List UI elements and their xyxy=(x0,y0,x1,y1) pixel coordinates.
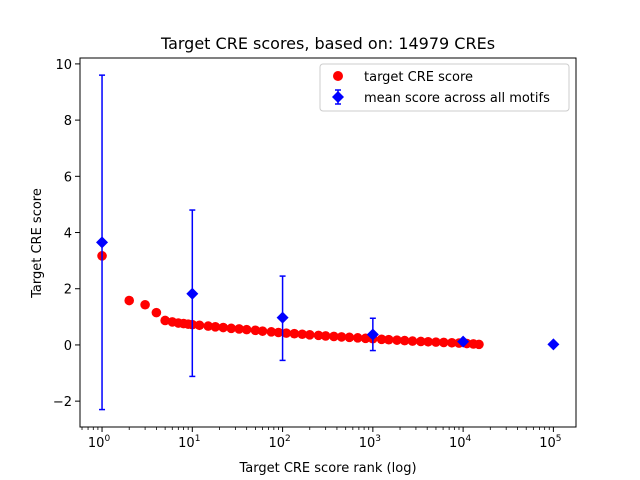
target-score-point xyxy=(344,332,355,343)
target-score-point xyxy=(416,336,426,347)
legend-label-mean: mean score across all motifs xyxy=(364,91,550,106)
y-axis-label: Target CRE score xyxy=(30,188,45,299)
target-score-point xyxy=(257,326,268,336)
target-score-point xyxy=(203,321,214,331)
x-tick-label: 105 xyxy=(539,434,561,451)
x-axis-label: Target CRE score rank (log) xyxy=(238,461,416,476)
mean-score-point xyxy=(96,236,109,249)
target-score-point xyxy=(250,325,261,336)
target-score-point xyxy=(273,327,284,338)
mean-score-point xyxy=(457,335,470,348)
plot-area xyxy=(96,74,560,411)
x-tick-label: 101 xyxy=(178,434,200,451)
target-score-point xyxy=(392,335,402,345)
target-score-point xyxy=(160,315,170,326)
x-tick-label: 104 xyxy=(449,434,472,451)
y-tick-label: 2 xyxy=(64,283,72,298)
mean-score-point xyxy=(547,338,560,351)
target-score-point xyxy=(234,324,244,334)
mean-score-point xyxy=(366,328,379,341)
target-score-point xyxy=(360,333,371,344)
target-score-point xyxy=(474,339,484,350)
mean-score-point xyxy=(186,287,199,300)
target-score-point xyxy=(336,332,347,342)
x-tick-label: 103 xyxy=(359,434,381,451)
y-tick-label: −2 xyxy=(53,395,72,410)
x-axis: 100 101 102 103 104 105 xyxy=(81,427,562,451)
target-score-point xyxy=(210,322,221,332)
target-score-point xyxy=(407,336,418,346)
target-score-point xyxy=(304,330,315,340)
target-score-point xyxy=(281,328,292,338)
legend-label-target: target CRE score xyxy=(364,70,473,85)
target-score-point xyxy=(329,331,339,342)
x-tick-label: 100 xyxy=(88,434,111,451)
target-score-point xyxy=(438,337,449,348)
y-tick-label: 8 xyxy=(64,114,72,129)
y-tick-label: 4 xyxy=(64,227,72,242)
target-score-point xyxy=(140,299,150,310)
target-score-point xyxy=(194,320,205,331)
target-score-point xyxy=(399,335,410,346)
y-tick-label: 10 xyxy=(55,58,72,73)
y-tick-label: 0 xyxy=(64,339,72,354)
target-score-point xyxy=(352,333,363,343)
target-score-point xyxy=(313,330,324,341)
target-score-point xyxy=(151,307,162,318)
chart-title: Target CRE scores, based on: 14979 CREs xyxy=(160,34,495,53)
legend-box xyxy=(319,63,570,112)
legend-marker-diamond xyxy=(332,89,344,105)
axes-frame xyxy=(79,57,577,428)
target-score-point xyxy=(266,327,277,337)
target-score-point xyxy=(297,329,308,340)
target-score-point xyxy=(320,331,331,341)
target-score-point xyxy=(447,337,457,348)
x-tick-label: 102 xyxy=(268,434,290,451)
target-score-point xyxy=(124,295,135,306)
target-score-point xyxy=(218,322,229,333)
y-tick-label: 6 xyxy=(64,170,72,185)
target-score-point xyxy=(226,323,237,334)
target-score-point xyxy=(383,334,394,345)
legend-marker-circle xyxy=(333,71,343,81)
y-axis: −2 0 2 4 6 8 10 xyxy=(53,58,80,410)
target-score-point xyxy=(241,324,252,335)
target-score-point xyxy=(423,336,433,347)
legend: target CRE score mean score across all m… xyxy=(319,63,570,112)
target-score-point xyxy=(376,334,387,345)
target-score-point xyxy=(289,328,300,339)
mean-score-point xyxy=(276,311,289,324)
target-score-point xyxy=(431,337,441,347)
